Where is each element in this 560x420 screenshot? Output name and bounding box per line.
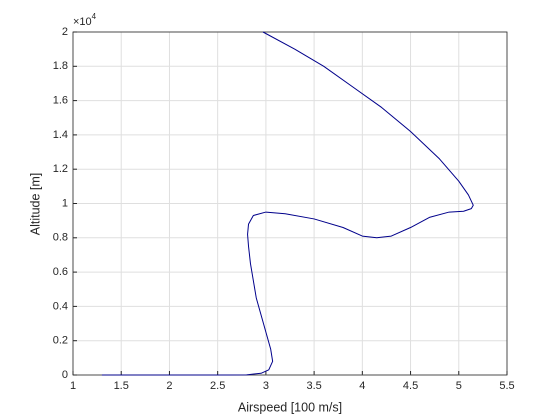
x-tick-label: 3 (263, 380, 269, 392)
x-tick-label: 3.5 (306, 380, 321, 392)
axes-box (72, 31, 508, 376)
x-tick-label: 4.5 (403, 380, 418, 392)
y-exponent: ×104 (73, 12, 97, 28)
y-axis-label: Altitude [m] (28, 173, 42, 236)
x-tick-label: 5 (456, 380, 462, 392)
y-tick-label: 0.2 (53, 335, 68, 347)
y-tick-label: 0.4 (53, 300, 68, 312)
x-tick-label: 2 (166, 380, 172, 392)
x-axis-label: Airspeed [100 m/s] (238, 400, 342, 414)
x-tick-label: 1 (70, 380, 76, 392)
y-tick-label: 1.2 (53, 163, 68, 175)
y-tick-label: 0.8 (53, 232, 68, 244)
data-line (101, 31, 474, 376)
x-tick-label: 4 (359, 380, 365, 392)
x-tick-label: 5.5 (499, 380, 514, 392)
y-exponent-base: ×10 (73, 16, 92, 28)
x-tick-label: 2.5 (210, 380, 225, 392)
y-tick-label: 1.8 (53, 60, 68, 72)
y-tick-label: 0.6 (53, 266, 68, 278)
y-tick-label: 1.4 (53, 129, 68, 141)
y-tick-label: 1 (62, 197, 68, 209)
y-tick-label: 2 (62, 26, 68, 38)
y-tick-label: 1.6 (53, 95, 68, 107)
y-tick-label: 0 (62, 369, 68, 381)
y-exponent-power: 4 (92, 12, 97, 21)
x-tick-label: 1.5 (114, 380, 129, 392)
